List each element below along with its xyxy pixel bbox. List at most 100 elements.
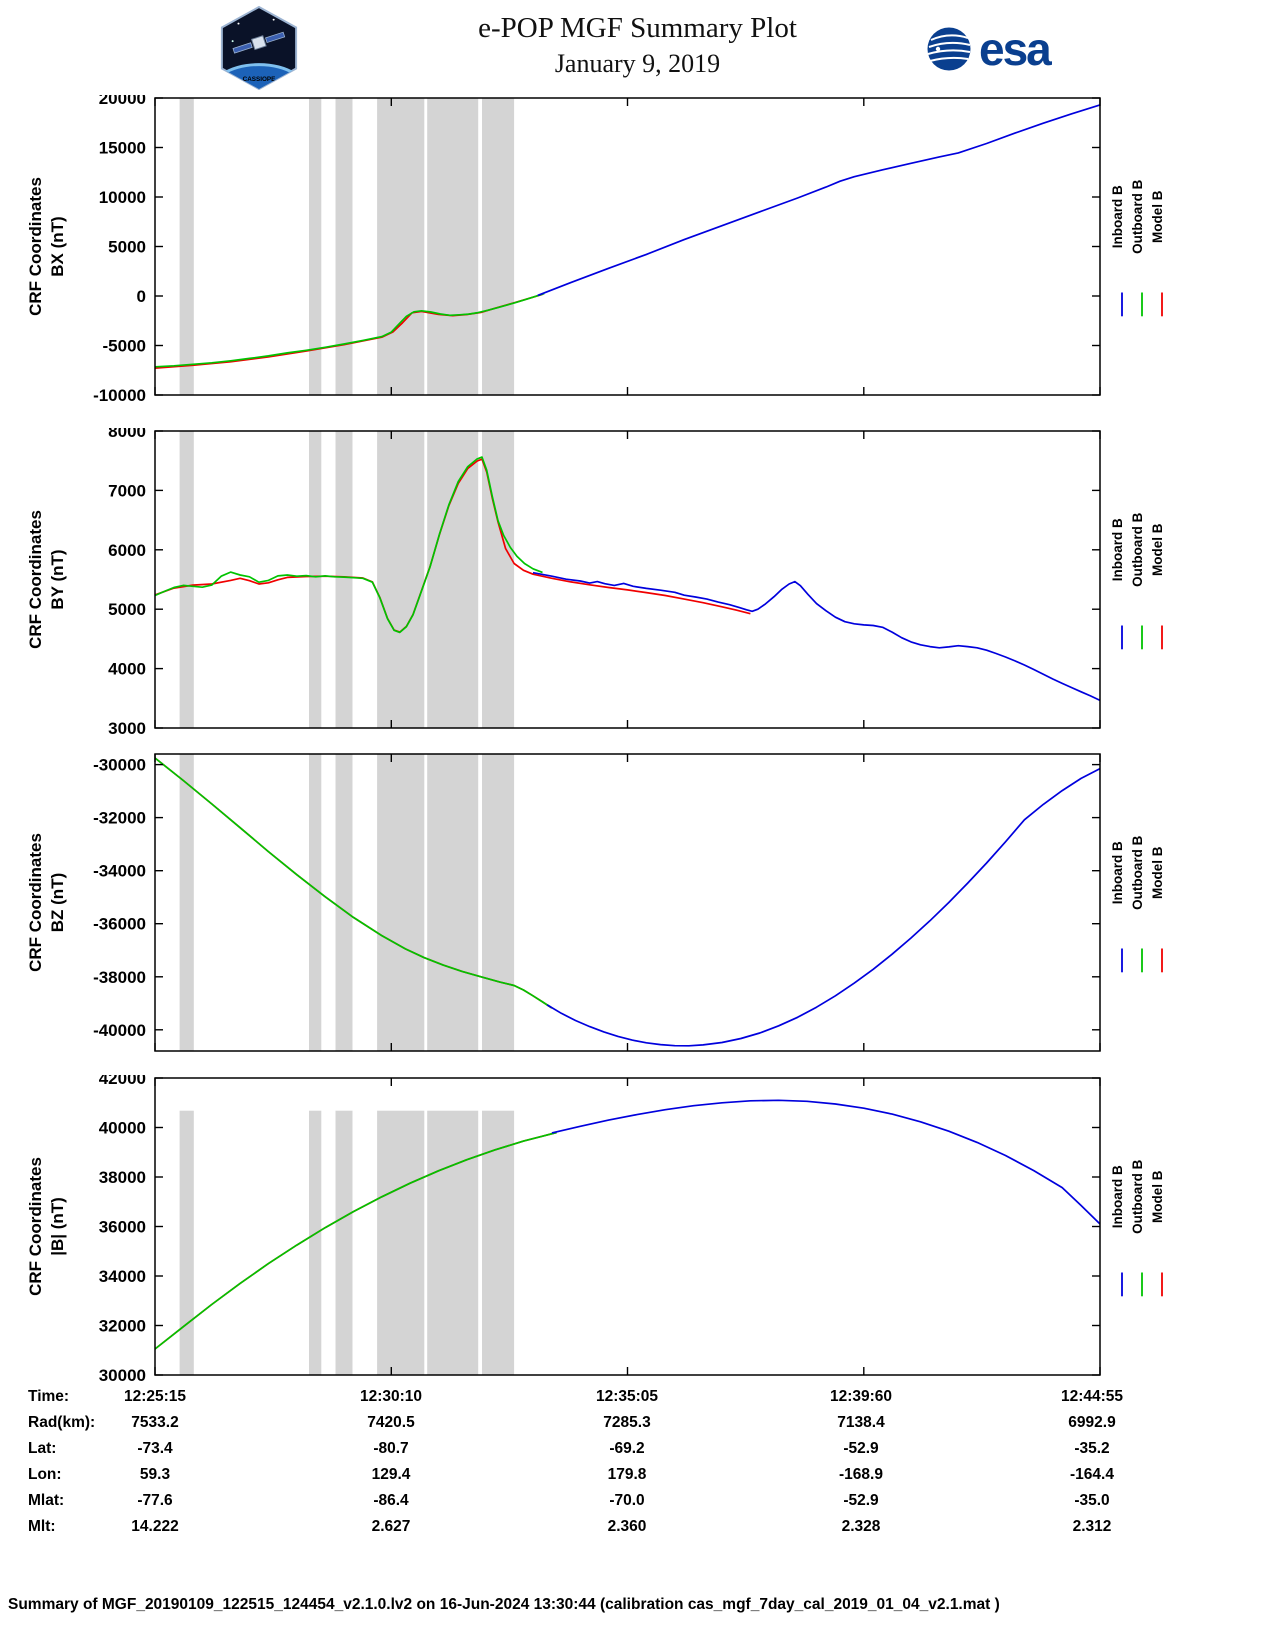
bx-legend-label-inboard-b: Inboard B xyxy=(1110,185,1125,248)
ephemeris-row-time: Time: 12:25:15 12:30:10 12:35:05 12:39:60 12:… xyxy=(0,1388,1275,1414)
by-data-gap-band xyxy=(427,431,479,728)
bz-plot-box xyxy=(154,753,1101,1052)
ephemeris-row-label: Mlat: xyxy=(28,1492,65,1509)
bmag-series-outboard-b xyxy=(154,1131,557,1350)
ephemeris-row-mlt: Mlt: 14.222 2.627 2.360 2.328 2.312 xyxy=(0,1518,1275,1544)
bz-legend-label-model-b: Model B xyxy=(1150,846,1165,899)
bx-axis-label-line1: CRF Coordinates xyxy=(26,177,45,316)
ephemeris-value: 12:25:15 xyxy=(123,1388,187,1405)
bx-axis-label-line2: BX (nT) xyxy=(48,216,67,276)
ephemeris-value: 14.222 xyxy=(131,1518,179,1535)
footer-note: Summary of MGF_20190109_122515_124454_v2… xyxy=(8,1596,1000,1613)
ephemeris-value: 7285.3 xyxy=(603,1414,651,1431)
bx-ytick-label: 20000 xyxy=(99,95,146,108)
by-data-gap-band xyxy=(309,431,322,728)
ephemeris-value: -52.9 xyxy=(843,1492,879,1509)
bmag-ytick-label: 42000 xyxy=(99,1075,146,1088)
cassiope-mission-logo: CASSIOPE xyxy=(220,6,298,90)
by-ytick-label: 7000 xyxy=(108,481,146,500)
bx-data-gap-band xyxy=(335,98,353,395)
ephemeris-value: 12:35:05 xyxy=(595,1388,659,1405)
bz-legend-label-outboard-b: Outboard B xyxy=(1130,835,1145,909)
bmag-ytick-label: 38000 xyxy=(99,1168,146,1187)
bz-ytick-label: -40000 xyxy=(93,1021,146,1040)
ephemeris-value: -35.0 xyxy=(1074,1492,1110,1509)
esa-logo: esa xyxy=(925,23,1052,75)
ephemeris-value: -164.4 xyxy=(1070,1466,1114,1483)
bz-series-outboard-b xyxy=(154,757,553,1009)
bz-data-gap-band xyxy=(482,754,515,1051)
ephemeris-value: 7533.2 xyxy=(131,1414,179,1431)
bz-ytick-label: -36000 xyxy=(93,915,146,934)
ephemeris-value: -52.9 xyxy=(843,1440,879,1457)
ephemeris-value: 59.3 xyxy=(139,1466,171,1483)
bx-plot-box xyxy=(154,97,1101,396)
panel-bz-chart: -40000 -38000 -36000 -34000 -32000 -30000 CRF … xyxy=(26,753,1165,1052)
bx-series-outboard-b xyxy=(154,292,545,368)
by-series-inboard-b xyxy=(532,571,1101,702)
bmag-axis-label-line2: |B| (nT) xyxy=(48,1197,67,1256)
ephemeris-value: 12:39:60 xyxy=(829,1388,893,1405)
bmag-ytick-label: 40000 xyxy=(99,1118,146,1137)
bz-ytick-label: -34000 xyxy=(93,862,146,881)
bmag-data-gap-band xyxy=(377,1110,425,1375)
bx-ytick-label: 5000 xyxy=(108,237,146,256)
bmag-legend-label-outboard-b: Outboard B xyxy=(1130,1159,1145,1233)
by-legend-label-model-b: Model B xyxy=(1150,523,1165,576)
bx-legend-label-outboard-b: Outboard B xyxy=(1130,179,1145,253)
by-legend-label-inboard-b: Inboard B xyxy=(1110,518,1125,581)
bmag-series-inboard-b xyxy=(551,1099,1101,1225)
badge-cassiope-text: CASSIOPE xyxy=(243,76,276,83)
by-axis-label-line1: CRF Coordinates xyxy=(26,510,45,649)
panel-by-chart: 3000 4000 5000 6000 7000 8000 CRF Coordinates B… xyxy=(26,428,1165,738)
by-data-gap-band xyxy=(482,431,515,728)
ephemeris-value: -70.0 xyxy=(609,1492,645,1509)
bmag-ytick-label: 34000 xyxy=(99,1267,146,1286)
bz-data-gap-band xyxy=(179,754,194,1051)
esa-wordmark: esa xyxy=(979,23,1052,75)
ephemeris-value: 12:30:10 xyxy=(359,1388,423,1405)
by-ytick-label: 4000 xyxy=(108,660,146,679)
bx-data-gap-band xyxy=(309,98,322,395)
ephemeris-value: 2.328 xyxy=(841,1518,881,1535)
bx-legend-label-model-b: Model B xyxy=(1150,190,1165,243)
ephemeris-value: -168.9 xyxy=(839,1466,883,1483)
bx-series-inboard-b xyxy=(537,104,1101,297)
by-ytick-label: 5000 xyxy=(108,600,146,619)
ephemeris-value: -86.4 xyxy=(373,1492,409,1509)
bx-data-gap-band xyxy=(427,98,479,395)
ephemeris-table: Time: 12:25:15 12:30:10 12:35:05 12:39:60 12:… xyxy=(0,1388,1275,1544)
by-data-gap-band xyxy=(335,431,353,728)
bmag-data-gap-band xyxy=(482,1110,515,1375)
bmag-axis-label-line1: CRF Coordinates xyxy=(26,1157,45,1296)
bmag-ytick-label: 36000 xyxy=(99,1217,146,1236)
ephemeris-row-label: Mlt: xyxy=(28,1518,56,1535)
ephemeris-row-radkm: Rad(km): 7533.2 7420.5 7285.3 7138.4 6992.9 xyxy=(0,1414,1275,1440)
ephemeris-row-label: Lat: xyxy=(28,1440,57,1457)
bz-axis-label-line1: CRF Coordinates xyxy=(26,833,45,972)
ephemeris-value: 7138.4 xyxy=(837,1414,885,1431)
page-subtitle: January 9, 2019 xyxy=(554,49,721,78)
bz-legend-label-inboard-b: Inboard B xyxy=(1110,841,1125,904)
bz-data-gap-band xyxy=(309,754,322,1051)
bx-data-gap-band xyxy=(482,98,515,395)
ephemeris-row-label: Rad(km): xyxy=(28,1414,96,1431)
ephemeris-value: -35.2 xyxy=(1074,1440,1110,1457)
by-data-gap-band xyxy=(377,431,425,728)
bz-data-gap-band xyxy=(427,754,479,1051)
bx-ytick-label: 10000 xyxy=(99,188,146,207)
by-plot-box xyxy=(154,430,1101,729)
bz-data-gap-band xyxy=(377,754,425,1051)
ephemeris-value: -80.7 xyxy=(373,1440,409,1457)
bmag-data-gap-band xyxy=(179,1110,194,1375)
panel-bmag-chart: 30000 32000 34000 36000 38000 40000 42000 CRF C… xyxy=(26,1075,1165,1385)
badge-satellite xyxy=(232,31,286,54)
page-title: e-POP MGF Summary Plot xyxy=(478,12,797,44)
bz-ytick-label: -32000 xyxy=(93,809,146,828)
ephemeris-value: 6992.9 xyxy=(1068,1414,1116,1431)
ephemeris-row-lat: Lat: -73.4 -80.7 -69.2 -52.9 -35.2 xyxy=(0,1440,1275,1466)
ephemeris-value: -77.6 xyxy=(137,1492,173,1509)
by-data-gap-band xyxy=(179,431,194,728)
by-ytick-label: 8000 xyxy=(108,428,146,441)
